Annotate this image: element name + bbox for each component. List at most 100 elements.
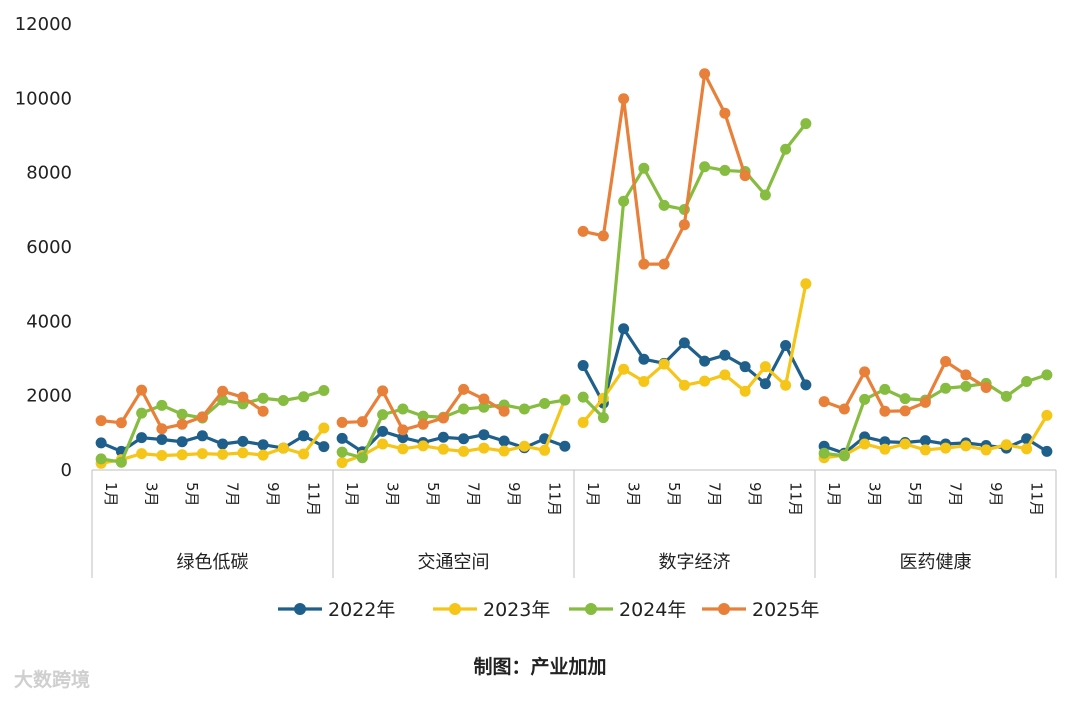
y-tick-label: 2000 — [26, 386, 72, 407]
data-point — [156, 423, 168, 435]
data-point — [136, 448, 148, 460]
data-point — [539, 397, 551, 409]
x-tick-label: 3月 — [143, 482, 161, 507]
data-point — [759, 189, 771, 201]
data-point — [739, 385, 751, 397]
data-point — [217, 438, 229, 450]
data-point — [498, 405, 510, 417]
data-point — [638, 353, 650, 365]
data-point — [780, 379, 792, 391]
data-point — [336, 457, 348, 469]
x-tick-label: 1月 — [584, 482, 602, 507]
data-point — [377, 385, 389, 397]
data-point — [618, 323, 630, 335]
data-point — [940, 382, 952, 394]
x-tick-label: 11月 — [305, 482, 323, 516]
data-point — [1021, 376, 1033, 388]
data-point — [437, 443, 449, 455]
data-point — [257, 449, 269, 461]
x-tick-label: 11月 — [1028, 482, 1046, 516]
data-point — [859, 393, 871, 405]
data-point — [980, 444, 992, 456]
data-point — [960, 380, 972, 392]
data-point — [156, 434, 168, 446]
data-point — [678, 379, 690, 391]
x-tick-label: 7月 — [224, 482, 242, 507]
data-point — [618, 363, 630, 375]
data-point — [940, 442, 952, 454]
data-point — [678, 219, 690, 231]
data-point — [838, 403, 850, 415]
data-point — [1000, 439, 1012, 451]
data-point — [437, 431, 449, 443]
data-point — [699, 355, 711, 367]
data-point — [336, 446, 348, 458]
data-point — [298, 391, 310, 403]
data-point — [638, 376, 650, 388]
data-point — [559, 440, 571, 452]
x-tick-label: 11月 — [787, 482, 805, 516]
x-tick-label: 3月 — [866, 482, 884, 507]
data-point — [417, 410, 429, 422]
data-point — [780, 339, 792, 351]
data-point — [95, 415, 107, 427]
data-point — [1000, 390, 1012, 402]
data-point — [899, 405, 911, 417]
x-tick-label: 1月 — [825, 482, 843, 507]
data-point — [136, 384, 148, 396]
data-point — [719, 369, 731, 381]
x-tick-label: 9月 — [505, 482, 523, 507]
x-tick-label: 11月 — [546, 482, 564, 516]
data-point — [217, 385, 229, 397]
data-point — [136, 407, 148, 419]
data-point — [859, 438, 871, 450]
x-tick-label: 9月 — [264, 482, 282, 507]
y-tick-label: 0 — [61, 460, 72, 481]
y-tick-label: 6000 — [26, 237, 72, 258]
data-point — [1041, 369, 1053, 381]
data-point — [618, 93, 630, 105]
data-point — [156, 399, 168, 411]
data-point — [176, 408, 188, 420]
data-point — [980, 381, 992, 393]
data-point — [458, 445, 470, 457]
data-point — [417, 418, 429, 430]
data-point — [237, 435, 249, 447]
data-point — [518, 403, 530, 415]
data-point — [298, 430, 310, 442]
data-point — [719, 164, 731, 176]
data-point — [577, 360, 589, 372]
x-tick-label: 5月 — [424, 482, 442, 507]
data-point — [899, 438, 911, 450]
data-point — [257, 405, 269, 417]
y-tick-label: 12000 — [15, 14, 72, 35]
data-point — [618, 195, 630, 207]
x-tick-label: 3月 — [384, 482, 402, 507]
x-tick-label: 7月 — [947, 482, 965, 507]
watermark-logo: 大数跨境 — [14, 669, 91, 691]
group-label: 交通空间 — [418, 552, 490, 573]
legend-label: 2024年 — [619, 599, 686, 621]
data-point — [960, 440, 972, 452]
data-point — [377, 425, 389, 437]
x-tick-label: 1月 — [102, 482, 120, 507]
legend-marker — [585, 603, 597, 615]
x-tick-label: 7月 — [465, 482, 483, 507]
data-point — [257, 392, 269, 404]
data-point — [1041, 409, 1053, 421]
data-point — [577, 391, 589, 403]
data-point — [318, 422, 330, 434]
data-point — [377, 438, 389, 450]
data-point — [176, 418, 188, 430]
x-tick-label: 7月 — [706, 482, 724, 507]
data-point — [478, 442, 490, 454]
data-point — [196, 430, 208, 442]
data-point — [237, 447, 249, 459]
legend-label: 2022年 — [328, 599, 395, 621]
data-point — [719, 349, 731, 361]
x-tick-label: 5月 — [906, 482, 924, 507]
data-point — [658, 199, 670, 211]
data-point — [759, 361, 771, 373]
x-tick-label: 9月 — [746, 482, 764, 507]
data-point — [699, 68, 711, 80]
